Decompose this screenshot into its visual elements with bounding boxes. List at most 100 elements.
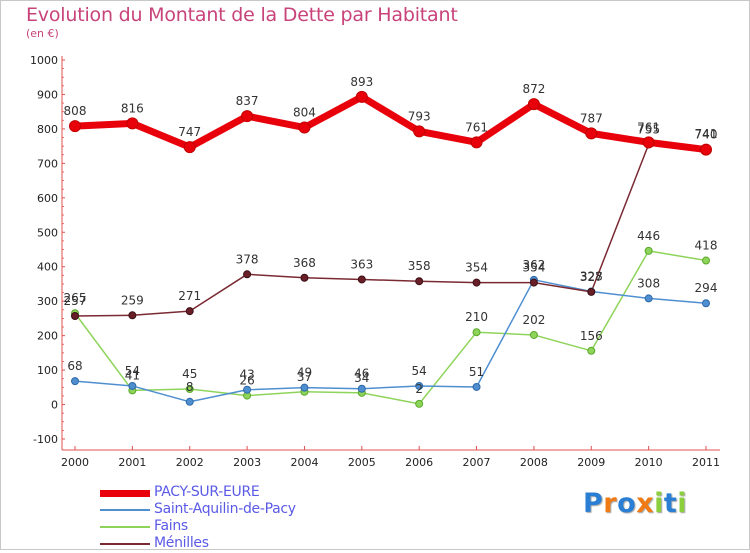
series-line-menilles bbox=[74, 143, 707, 317]
logo-letter: i bbox=[677, 488, 688, 519]
x-tick-label: 2005 bbox=[348, 456, 376, 469]
y-tick-label: 500 bbox=[37, 226, 58, 239]
data-label-fains: 45 bbox=[182, 367, 197, 381]
data-point-pacy-sur-eure bbox=[642, 136, 655, 149]
y-tick-label: 800 bbox=[37, 123, 58, 136]
chart-title: Evolution du Montant de la Dette par Hab… bbox=[26, 4, 458, 26]
data-point-saint-aquilin-de-pacy bbox=[472, 382, 481, 391]
data-label-menilles: 327 bbox=[580, 270, 603, 284]
y-tick-label: 900 bbox=[37, 88, 58, 101]
series-line-fains bbox=[74, 250, 707, 405]
data-label-fains: 202 bbox=[522, 313, 545, 327]
legend-swatch bbox=[100, 526, 150, 528]
x-tick-label: 2007 bbox=[463, 456, 491, 469]
data-point-saint-aquilin-de-pacy bbox=[415, 381, 424, 390]
data-point-pacy-sur-eure bbox=[241, 110, 254, 123]
data-point-menilles bbox=[357, 275, 366, 284]
data-label-saint-aquilin-de-pacy: 54 bbox=[125, 364, 140, 378]
legend-label: Ménilles bbox=[154, 535, 209, 551]
data-point-pacy-sur-eure bbox=[126, 117, 139, 130]
data-point-pacy-sur-eure bbox=[527, 98, 540, 111]
data-label-pacy-sur-eure: 747 bbox=[178, 125, 201, 139]
data-point-saint-aquilin-de-pacy bbox=[644, 294, 653, 303]
data-label-fains: 446 bbox=[637, 229, 660, 243]
x-tick-label: 2004 bbox=[290, 456, 318, 469]
data-point-pacy-sur-eure bbox=[183, 141, 196, 154]
data-label-menilles: 755 bbox=[637, 122, 660, 136]
data-label-saint-aquilin-de-pacy: 294 bbox=[695, 281, 718, 295]
data-point-saint-aquilin-de-pacy bbox=[702, 299, 710, 308]
logo-letter: x bbox=[636, 488, 655, 519]
y-tick-label: 0 bbox=[51, 399, 58, 412]
legend-swatch bbox=[100, 509, 150, 511]
x-tick-label: 2003 bbox=[233, 456, 261, 469]
data-label-pacy-sur-eure: 804 bbox=[293, 106, 316, 120]
logo-letter: o bbox=[617, 488, 637, 519]
data-label-menilles: 257 bbox=[64, 294, 87, 308]
data-label-menilles: 358 bbox=[408, 259, 431, 273]
data-label-pacy-sur-eure: 740 bbox=[695, 128, 718, 142]
data-point-pacy-sur-eure bbox=[298, 121, 311, 134]
data-label-fains: 418 bbox=[695, 239, 718, 253]
data-point-menilles bbox=[185, 307, 194, 316]
data-point-menilles bbox=[71, 311, 79, 320]
data-point-fains bbox=[415, 399, 424, 408]
data-point-fains bbox=[644, 246, 653, 255]
legend-label: Saint-Aquilin-de-Pacy bbox=[154, 501, 296, 517]
y-tick-label: 400 bbox=[37, 261, 58, 274]
legend-item-fains: Fains bbox=[100, 518, 380, 536]
data-point-fains bbox=[529, 330, 538, 339]
data-label-saint-aquilin-de-pacy: 308 bbox=[637, 276, 660, 290]
data-label-saint-aquilin-de-pacy: 49 bbox=[297, 366, 312, 380]
data-label-pacy-sur-eure: 761 bbox=[465, 120, 488, 134]
logo-letter: r bbox=[603, 488, 618, 519]
data-label-fains: 26 bbox=[239, 374, 254, 388]
x-tick-label: 2008 bbox=[520, 456, 548, 469]
data-label-fains: 41 bbox=[125, 368, 140, 382]
data-point-fains bbox=[702, 256, 710, 265]
data-label-saint-aquilin-de-pacy: 68 bbox=[67, 359, 82, 373]
data-label-saint-aquilin-de-pacy: 51 bbox=[469, 365, 484, 379]
data-point-saint-aquilin-de-pacy bbox=[71, 377, 79, 386]
data-point-menilles bbox=[415, 277, 424, 286]
data-point-menilles bbox=[472, 278, 481, 287]
legend-label: PACY-SUR-EURE bbox=[154, 484, 260, 500]
data-label-saint-aquilin-de-pacy: 43 bbox=[239, 368, 254, 382]
y-tick-label: -100 bbox=[33, 433, 58, 446]
data-point-menilles bbox=[300, 273, 309, 282]
data-point-pacy-sur-eure bbox=[413, 125, 426, 138]
data-label-fains: 265 bbox=[64, 291, 87, 305]
logo-letter: i bbox=[654, 488, 664, 519]
data-point-pacy-sur-eure bbox=[355, 90, 368, 103]
data-point-saint-aquilin-de-pacy bbox=[185, 397, 194, 406]
legend-swatch bbox=[100, 543, 150, 545]
data-label-menilles: 271 bbox=[178, 289, 201, 303]
data-label-saint-aquilin-de-pacy: 46 bbox=[354, 367, 369, 381]
data-label-menilles: 354 bbox=[522, 261, 545, 275]
legend-swatch bbox=[100, 490, 150, 497]
x-tick-label: 2009 bbox=[577, 456, 605, 469]
legend-item-pacy-sur-eure: PACY-SUR-EURE bbox=[100, 484, 380, 502]
data-label-saint-aquilin-de-pacy: 54 bbox=[412, 364, 427, 378]
data-label-pacy-sur-eure: 872 bbox=[522, 82, 545, 96]
data-label-pacy-sur-eure: 893 bbox=[350, 75, 373, 89]
x-tick-label: 2001 bbox=[118, 456, 146, 469]
chart-subtitle: (en €) bbox=[26, 27, 59, 40]
data-label-menilles: 368 bbox=[293, 256, 316, 270]
data-label-saint-aquilin-de-pacy: 8 bbox=[186, 380, 194, 394]
data-label-menilles: 354 bbox=[465, 261, 488, 275]
legend-item-saint-aquilin-de-pacy: Saint-Aquilin-de-Pacy bbox=[100, 501, 380, 519]
data-point-saint-aquilin-de-pacy bbox=[243, 385, 252, 394]
data-point-fains bbox=[587, 346, 596, 355]
data-label-pacy-sur-eure: 816 bbox=[121, 101, 144, 115]
data-point-fains bbox=[472, 328, 481, 337]
data-point-menilles bbox=[128, 311, 137, 320]
data-label-fains: 156 bbox=[580, 329, 603, 343]
y-tick-label: 200 bbox=[37, 330, 58, 343]
data-label-fains: 37 bbox=[297, 370, 312, 384]
data-label-pacy-sur-eure: 793 bbox=[408, 109, 431, 123]
data-point-fains bbox=[185, 385, 194, 394]
data-point-saint-aquilin-de-pacy bbox=[128, 381, 137, 390]
data-point-saint-aquilin-de-pacy bbox=[357, 384, 366, 393]
